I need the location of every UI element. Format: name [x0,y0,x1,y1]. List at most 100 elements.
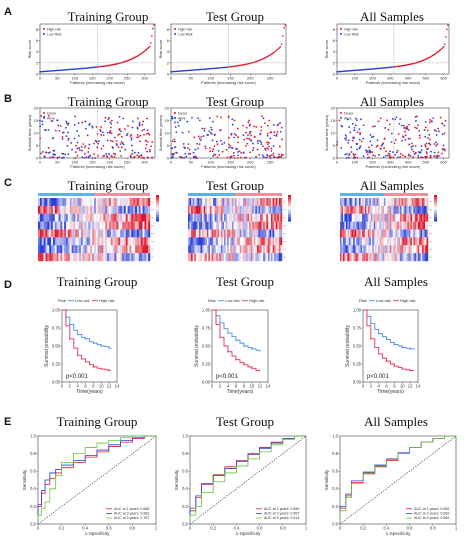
heatmap-cell [189,198,192,207]
heatmap-cell [260,198,262,207]
y-tick-label: 0.0 [182,521,188,526]
heatmap-cell [404,237,407,246]
survival-point [141,156,143,159]
survival-point [372,135,375,138]
heatmap-cell [43,229,46,238]
km-high-risk-curve [363,309,415,371]
heatmap-cell [71,198,74,207]
heatmap-cell [136,213,139,222]
heatmap-cell [269,245,272,254]
survival-point [99,128,102,131]
x-tick-label: 12 [107,384,112,389]
heatmap-cell [426,237,429,246]
heatmap-cell [344,245,347,254]
survival-point [197,117,199,120]
heatmap-cell [238,245,240,254]
risk-point [441,46,444,49]
pvalue-label: p<0.001 [66,374,89,380]
heatmap-cell [277,213,280,222]
heatmap-cell [49,229,52,238]
heatmap-cell [376,229,379,238]
heatmap-cell [75,237,78,246]
survival-point [117,146,120,149]
heatmap-cell [217,221,220,230]
heatmap-cell [408,221,411,230]
roc-legend-label: AUC at 3 years: 0.657 [264,512,299,516]
survival-point [108,153,111,155]
heatmap-cell [136,237,139,246]
heatmap-cell [195,253,198,262]
heatmap-cell [247,198,250,207]
survival-point [137,155,140,158]
heatmap-cell [66,213,69,222]
roc-legend-label: AUC at 5 years: 0.614 [264,516,299,520]
roc-plot-all: 0 0.2 0.4 0.6 0.8 10.00.20.40.60.81.01-Specif… [324,433,458,536]
survival-point [266,124,269,127]
heatmap-cell [256,198,259,207]
heatmap-cell [274,253,276,262]
y-tick-label: 4 [167,49,170,54]
heatmap-cell [269,213,272,222]
survival-point [246,137,248,140]
heatmap-cell [340,205,342,214]
heatmap-cell [127,237,130,246]
heatmap-cell [51,229,54,238]
legend-low-risk-marker [174,33,176,35]
heatmap-cell [206,198,209,207]
survival-point [427,142,430,145]
heatmap-cell [129,221,132,230]
heatmap-cell [261,198,264,207]
heatmap-cell [67,221,70,230]
heatmap-cell [214,229,217,238]
heatmap-cell [122,205,125,214]
survival-point [124,128,126,131]
heatmap-cell [86,237,89,246]
heatmap-cell [112,253,115,262]
heatmap-cell [344,213,347,222]
survival-point [370,136,373,139]
heatmap-cell [359,221,361,230]
heatmap-cell [244,229,247,238]
heatmap-cell [131,237,134,246]
heatmap-cell [192,245,195,254]
heatmap-cell [275,253,278,262]
heatmap-cell [252,205,254,214]
survival-point [202,135,205,137]
heatmap-cell [406,229,408,238]
heatmap-cell [425,221,427,230]
heatmap-cell [56,198,59,207]
heatmap-cell [84,205,87,214]
heatmap-cell [138,245,141,254]
x-tick-label: 300 [387,160,394,165]
risk-point [185,69,188,72]
heatmap-cell [344,198,347,207]
heatmap-cell [241,205,244,214]
heatmap-cell [188,229,190,238]
heatmap-cell [206,221,209,230]
y-tick-label: 15 [34,118,39,123]
x-tick-label: 0 [39,76,42,81]
heatmap-cell [353,205,355,214]
heatmap-cell [372,245,374,254]
survival-point [240,152,243,154]
heatmap-cell [43,205,46,214]
risk-point [446,28,448,31]
legend-alive-label: Alive [178,116,186,120]
survival-point [94,139,97,142]
heatmap-cell [363,253,366,262]
title-d-all: All Samples [364,274,428,289]
heatmap-cell [146,213,149,222]
heatmap-cell [407,205,410,214]
heatmap-cell [345,198,348,207]
heatmap-cell [205,237,207,246]
risk-point [150,42,152,44]
heatmap-cell [253,205,256,214]
heatmap-cell [101,229,104,238]
heatmap-cell [39,229,42,238]
survival-point [235,134,237,137]
color-key-step [156,219,159,222]
survival-point [121,142,124,145]
x-tick-label: 1 [455,526,458,531]
heatmap-cell [60,237,63,246]
heatmap-cell [52,237,55,246]
